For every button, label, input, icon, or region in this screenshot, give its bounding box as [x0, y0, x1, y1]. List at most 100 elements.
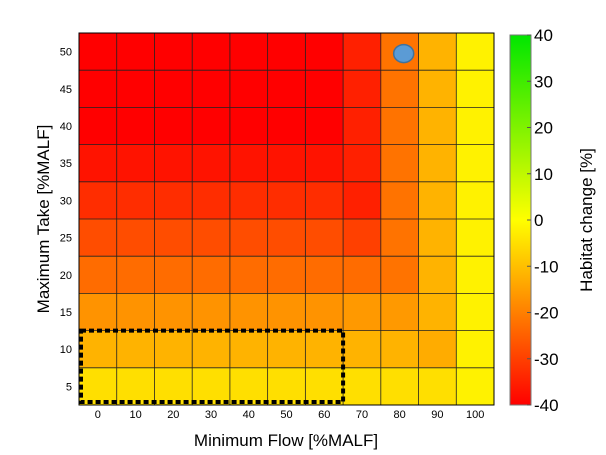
x-tick-label: 20: [167, 409, 179, 421]
heatmap-cell: [229, 107, 269, 146]
heatmap-cell: [456, 256, 495, 294]
heatmap-cell: [229, 367, 269, 406]
y-tick-label: 50: [60, 47, 72, 59]
heatmap-cell: [116, 367, 155, 406]
heatmap-cell: [154, 330, 193, 369]
colorbar-tick-label: -40: [534, 396, 559, 415]
colorbar-tick-labels: 40 30 20 10 0 -10 -20 -30 -40: [527, 26, 559, 415]
y-tick-label: 20: [60, 270, 72, 282]
heatmap-cell: [418, 367, 457, 406]
heatmap-cell: [229, 181, 269, 220]
heatmap-cell: [229, 330, 269, 369]
heatmap-cell: [79, 144, 118, 183]
heatmap-cell: [418, 33, 457, 71]
heatmap-cell: [267, 107, 306, 146]
heatmap-cell: [456, 293, 495, 332]
heatmap-cell: [267, 70, 306, 108]
heatmap-cell: [418, 256, 457, 294]
heatmap-cell: [380, 367, 420, 406]
heatmap-cell: [343, 181, 382, 220]
heatmap-cell: [192, 293, 231, 332]
x-tick-label: 90: [431, 409, 443, 421]
x-tick-label: 60: [318, 409, 330, 421]
heatmap-cell: [267, 33, 306, 71]
heatmap-cell: [192, 256, 231, 294]
heatmap-cell: [154, 181, 193, 220]
x-tick-labels: 0 10 20 30 40 50 60 70 80 90 100: [95, 409, 485, 421]
heatmap-cell: [380, 330, 420, 369]
heatmap-cell: [79, 107, 118, 146]
colorbar-tick-label: 40: [534, 26, 553, 45]
heatmap-cell: [116, 293, 155, 332]
heatmap-cell: [380, 219, 420, 257]
heatmap-cell: [79, 33, 118, 71]
x-tick-label: 50: [280, 409, 292, 421]
heatmap-cell: [305, 70, 344, 108]
heatmap-cell: [229, 144, 269, 183]
heatmap-cell: [343, 330, 382, 369]
heatmap-cell: [154, 219, 193, 257]
heatmap-cell: [154, 144, 193, 183]
heatmap-cell: [116, 219, 155, 257]
heatmap-cell: [192, 219, 231, 257]
heatmap-cell: [116, 70, 155, 108]
x-tick-label: 0: [95, 409, 101, 421]
heatmap-cell: [267, 256, 306, 294]
y-tick-label: 5: [66, 381, 72, 393]
heatmap-cell: [456, 367, 495, 406]
heatmap-cell: [418, 219, 457, 257]
heatmap-cell: [305, 219, 344, 257]
heatmap-cell: [267, 293, 306, 332]
heatmap-cell: [229, 70, 269, 108]
heatmap-cell: [418, 293, 457, 332]
heatmap-cell: [116, 107, 155, 146]
heatmap-cell: [229, 293, 269, 332]
heatmap-cell: [267, 144, 306, 183]
heatmap-cell: [154, 367, 193, 406]
heatmap-cell: [380, 70, 420, 108]
heatmap-cell: [343, 367, 382, 406]
heatmap-cell: [79, 70, 118, 108]
x-tick-label: 40: [243, 409, 255, 421]
y-tick-label: 30: [60, 195, 72, 207]
heatmap-cell: [305, 181, 344, 220]
heatmap-cell: [154, 293, 193, 332]
y-tick-labels: 50 45 40 35 30 25 20 15 10 5: [60, 47, 72, 394]
heatmap-cell: [79, 256, 118, 294]
heatmap-cell: [267, 367, 306, 406]
heatmap-cell: [305, 144, 344, 183]
heatmap-cell: [380, 256, 420, 294]
heatmap-cell: [456, 330, 495, 369]
heatmap-cell: [116, 181, 155, 220]
heatmap-cell: [79, 367, 118, 406]
y-tick-label: 10: [60, 344, 72, 356]
heatmap-cell: [192, 107, 231, 146]
heatmap-cell: [456, 219, 495, 257]
heatmap-cell: [418, 181, 457, 220]
heatmap-cell: [418, 144, 457, 183]
heatmap-cell: [79, 293, 118, 332]
heatmap-cell: [305, 33, 344, 71]
heatmap-cell: [229, 219, 269, 257]
heatmap-cell: [343, 33, 382, 71]
colorbar-tick-label: 20: [534, 119, 553, 138]
heatmap-cell: [116, 33, 155, 71]
colorbar-tick-label: 10: [534, 165, 553, 184]
heatmap-cell: [229, 256, 269, 294]
heatmap-cell: [380, 293, 420, 332]
heatmap-cell: [343, 219, 382, 257]
heatmap-cell: [192, 181, 231, 220]
heatmap-cell: [305, 330, 344, 369]
x-tick-label: 80: [394, 409, 406, 421]
heatmap-cell: [456, 144, 495, 183]
y-axis-label: Maximum Take [%MALF]: [34, 125, 53, 314]
heatmap-cell: [418, 70, 457, 108]
colorbar-tick-label: 30: [534, 72, 553, 91]
y-tick-label: 40: [60, 121, 72, 133]
heatmap-cell: [380, 144, 420, 183]
x-tick-label: 30: [205, 409, 217, 421]
heatmap-cell: [116, 330, 155, 369]
heatmap-cell: [79, 181, 118, 220]
heatmap-cell: [116, 144, 155, 183]
